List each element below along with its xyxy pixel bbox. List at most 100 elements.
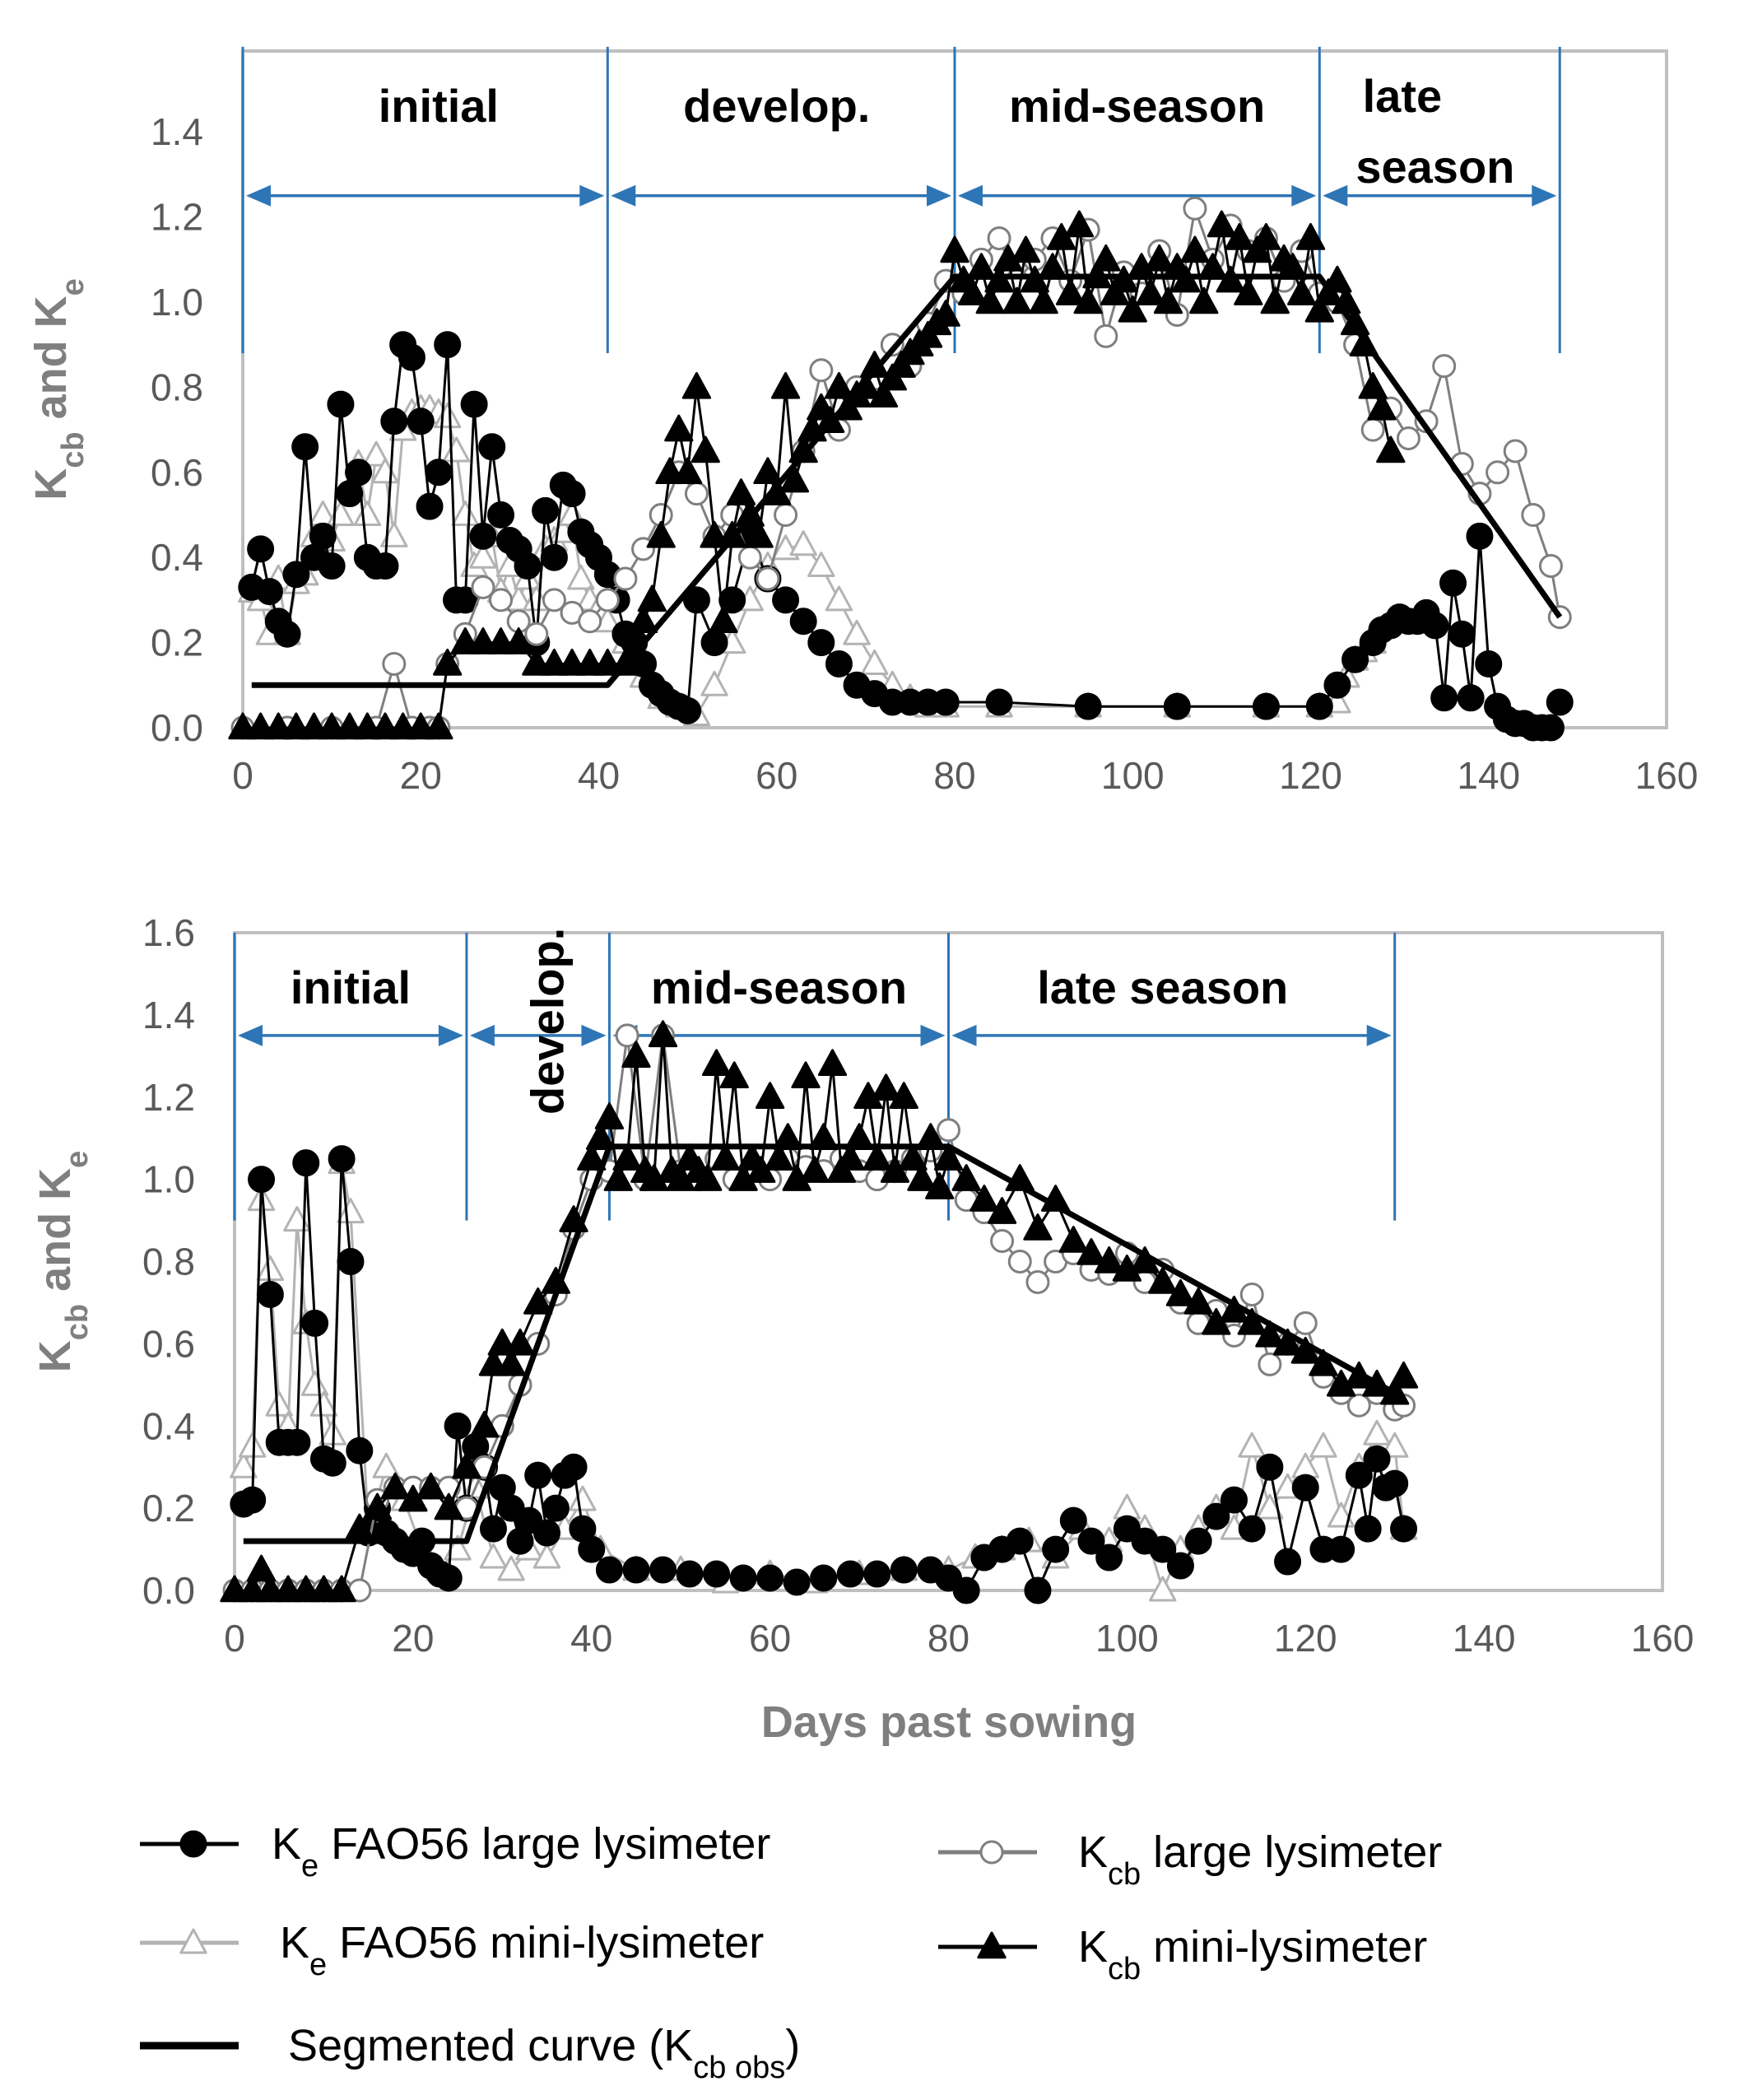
data-point (975, 286, 1005, 314)
data-point (1363, 1419, 1391, 1446)
data-point (1537, 714, 1565, 742)
data-point (1094, 324, 1118, 348)
data-point (990, 1229, 1015, 1254)
data-point (649, 1556, 677, 1584)
data-point (774, 503, 798, 528)
y-tick-label: 0.2 (151, 622, 203, 664)
data-point (424, 712, 453, 740)
data-point (622, 1556, 650, 1584)
stage-label: mid-season (651, 962, 907, 1013)
data-point (1011, 235, 1041, 263)
data-point (700, 629, 728, 657)
x-tick-label: 160 (1631, 1617, 1695, 1660)
data-point (952, 1576, 980, 1604)
data-point (1360, 417, 1385, 442)
y-tick-label: 0.0 (142, 1569, 195, 1612)
data-point (682, 586, 710, 614)
data-point (504, 627, 533, 654)
data-point (283, 1428, 311, 1456)
data-point (487, 501, 515, 529)
data-point (479, 1515, 507, 1543)
data-point (542, 1494, 570, 1522)
data-point (835, 1143, 865, 1171)
data-point (595, 588, 620, 612)
data-point (1076, 1238, 1106, 1265)
data-point (810, 1564, 838, 1592)
data-point (371, 552, 399, 580)
data-point (416, 492, 444, 520)
data-point (380, 1472, 410, 1500)
stage-arrow (238, 1024, 463, 1046)
stage-label: develop. (683, 80, 870, 132)
series-open-triangle (230, 1148, 1418, 1602)
data-point (337, 1248, 365, 1275)
data-point (1358, 371, 1388, 399)
data-point (523, 1287, 553, 1315)
data-point (807, 629, 835, 657)
arrow-head-right (438, 1024, 463, 1046)
data-point (435, 1564, 463, 1592)
x-tick-label: 40 (578, 754, 620, 797)
data-point (496, 1348, 526, 1376)
stage-label: initial (291, 962, 411, 1013)
data-point (1183, 196, 1207, 221)
data-point (256, 1255, 285, 1281)
data-point (1163, 692, 1191, 720)
data-point (933, 1143, 964, 1171)
data-point (676, 1560, 704, 1588)
data-point (987, 226, 1011, 250)
arrow-head-right (927, 184, 951, 207)
data-point (889, 1082, 918, 1109)
data-point (753, 457, 783, 485)
data-point (460, 390, 488, 418)
x-tick-label: 80 (928, 1617, 969, 1660)
data-point (1095, 1544, 1123, 1572)
data-point (672, 457, 703, 485)
data-point (648, 1020, 678, 1048)
data-point (524, 622, 549, 646)
data-point (469, 542, 497, 569)
data-point (533, 1519, 561, 1547)
series-line (243, 1143, 1397, 1544)
y-tick-label: 0.8 (142, 1241, 195, 1283)
data-point (770, 371, 801, 399)
data-point (836, 1560, 864, 1588)
data-point (230, 1452, 258, 1478)
data-point (451, 501, 480, 527)
data-point (931, 300, 960, 327)
data-point (1341, 645, 1369, 673)
data-point (380, 407, 408, 435)
y-tick-label: 0.6 (142, 1322, 195, 1365)
stage-arrow (951, 1024, 1392, 1046)
data-point (1327, 1535, 1355, 1563)
data-point (744, 520, 774, 548)
data-point (809, 358, 834, 383)
data-point (255, 578, 283, 606)
data-point (372, 1452, 401, 1478)
x-tick-label: 120 (1274, 1617, 1337, 1660)
y-tick-label: 1.2 (142, 1076, 195, 1119)
data-point (256, 1280, 284, 1308)
x-tick-label: 120 (1279, 754, 1342, 797)
arrow-head-right (581, 1024, 607, 1046)
data-point (843, 619, 871, 645)
data-point (542, 588, 566, 612)
data-point (1042, 1535, 1070, 1563)
data-point (514, 552, 542, 580)
data-point (292, 1149, 320, 1177)
data-point (1388, 1361, 1419, 1389)
data-point (1287, 278, 1317, 305)
legend-item: Kcb large lysimeter (938, 1828, 1442, 1892)
arrow-head-right (1366, 1024, 1392, 1046)
data-point (1149, 1535, 1177, 1563)
data-point (1237, 1307, 1267, 1335)
data-point (1077, 1527, 1105, 1555)
data-point (807, 552, 835, 578)
open-circle-marker (979, 1840, 1004, 1865)
data-point (1486, 460, 1510, 485)
data-point (273, 620, 301, 648)
data-point (1136, 278, 1165, 305)
data-point (1145, 244, 1174, 272)
data-point (578, 1535, 606, 1563)
series-filled-circle (230, 1145, 1418, 1604)
